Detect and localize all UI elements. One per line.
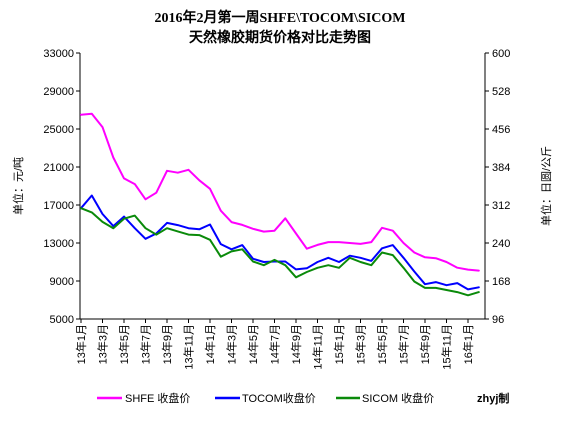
x-tick-label: 15年11月 xyxy=(440,324,454,370)
y-axis-title-right: 单位：日圆/公斤 xyxy=(539,146,553,226)
y-tick-label-right: 528 xyxy=(492,86,510,98)
x-tick-label: 13年1月 xyxy=(74,324,88,364)
y-tick-label-left: 21000 xyxy=(43,162,74,174)
x-tick-label: 13年5月 xyxy=(117,324,131,364)
y-tick-label-right: 240 xyxy=(492,238,510,250)
x-tick-label: 14年1月 xyxy=(203,324,217,364)
x-ticks: 13年1月 13年3月 13年5月 13年7月 13年9月 13年11月 14年1月 14年3… xyxy=(74,319,475,370)
x-tick-label: 13年11月 xyxy=(182,324,196,370)
y-tick-label-left: 25000 xyxy=(43,124,74,136)
chart-subtitle: 天然橡胶期货价格对比走势图 xyxy=(189,29,371,46)
series-lines xyxy=(80,112,480,297)
legend-label-shfe: SHFE 收盘价 xyxy=(125,391,190,405)
legend-label-sicom: SICOM 收盘价 xyxy=(362,391,434,405)
y-tick-label-right: 168 xyxy=(492,276,510,288)
y-tick-label-left: 17000 xyxy=(43,200,74,212)
x-tick-label: 13年3月 xyxy=(96,324,110,364)
y-tick-label-right: 384 xyxy=(492,162,510,174)
y-tick-label-right: 456 xyxy=(492,124,510,136)
legend-label-tocom: TOCOM收盘价 xyxy=(242,391,316,405)
y-tick-label-right: 600 xyxy=(492,48,510,60)
y-tick-label-left: 33000 xyxy=(43,48,74,60)
x-tick-label: 16年1月 xyxy=(461,324,475,364)
y-tick-label-right: 312 xyxy=(492,200,510,212)
series-line-shfe xyxy=(80,112,480,272)
x-tick-label: 14年5月 xyxy=(246,324,260,364)
series-line-sicom xyxy=(80,207,480,297)
x-tick-label: 13年9月 xyxy=(160,324,174,364)
y-tick-label-left: 13000 xyxy=(43,238,74,250)
x-tick-label: 15年1月 xyxy=(332,324,346,364)
x-tick-label: 14年11月 xyxy=(311,324,325,370)
x-tick-label: 15年9月 xyxy=(418,324,432,364)
chart-credit: zhyj制 xyxy=(477,391,509,405)
y-ticks-left: 33000 29000 25000 21000 17000 13000 9000 5000 xyxy=(43,48,80,326)
y-ticks-right: 600 528 456 384 312 240 168 96 xyxy=(485,48,510,326)
x-tick-label: 13年7月 xyxy=(139,324,153,364)
chart-title: 2016年2月第一周SHFE\TOCOM\SICOM xyxy=(155,9,406,26)
x-tick-label: 15年7月 xyxy=(397,324,411,364)
y-tick-label-left: 29000 xyxy=(43,86,74,98)
y-tick-label-right: 96 xyxy=(492,314,504,326)
x-tick-label: 14年3月 xyxy=(225,324,239,364)
y-tick-label-left: 9000 xyxy=(50,276,74,288)
y-tick-label-left: 5000 xyxy=(50,314,74,326)
x-tick-label: 15年5月 xyxy=(375,324,389,364)
legend: SHFE 收盘价 TOCOM收盘价 SICOM 收盘价 zhyj制 xyxy=(97,391,509,405)
plot-axes xyxy=(79,53,486,320)
x-tick-label: 15年3月 xyxy=(354,324,368,364)
x-tick-label: 14年9月 xyxy=(289,324,303,364)
y-axis-title-left: 单位：元/吨 xyxy=(11,157,25,215)
x-tick-label: 14年7月 xyxy=(268,324,282,364)
